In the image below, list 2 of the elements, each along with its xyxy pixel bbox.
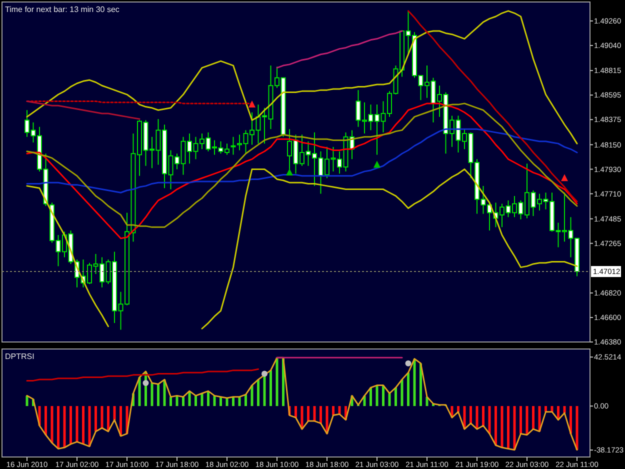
annotation: Time for next bar: 13 min 30 sec	[5, 5, 120, 14]
chart-title: DPTRSI	[5, 352, 34, 361]
